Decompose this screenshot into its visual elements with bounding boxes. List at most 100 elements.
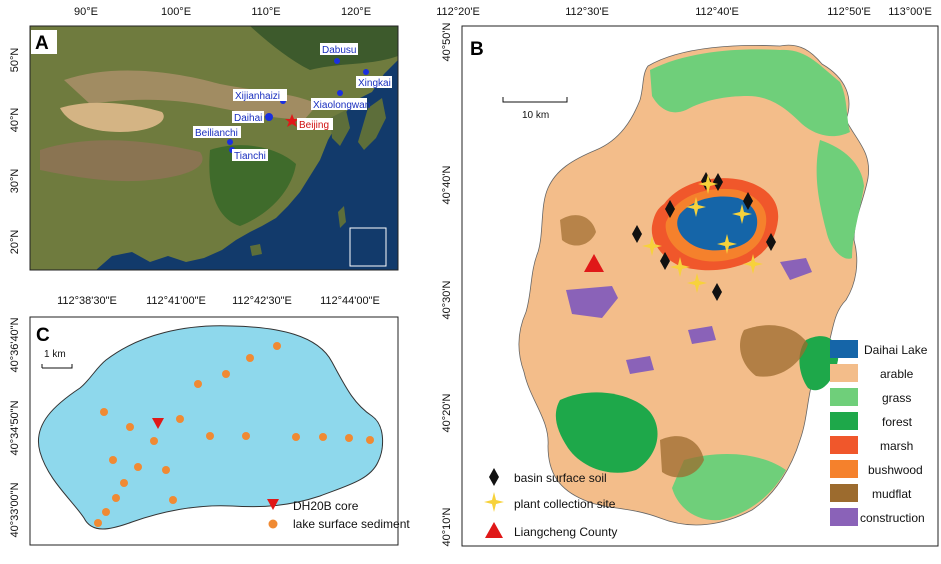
taiwan (338, 206, 346, 228)
lat-tick: 50°N (9, 48, 21, 73)
sediment-point (169, 496, 177, 504)
lon-tick: 120°E (341, 6, 371, 18)
plant-marker (732, 204, 752, 224)
plant-site-markers (642, 174, 763, 293)
place-label: Daihai (234, 113, 262, 124)
place-label-bg (232, 149, 268, 161)
legend-label: arable (880, 367, 914, 381)
basin-construction-3 (688, 326, 716, 344)
legend-swatch (830, 460, 858, 478)
legend-soil-symbol (489, 468, 499, 486)
inset-frame (349, 227, 387, 267)
legend-label: bushwood (868, 463, 923, 477)
lat-tick: 40°36'40"N (9, 317, 21, 372)
tibet-plateau (40, 140, 203, 182)
legend-swatch (830, 436, 858, 454)
soil-marker (766, 233, 776, 251)
basin-soil-markers (632, 172, 776, 301)
sediment-point (112, 494, 120, 502)
sediment-point (150, 437, 158, 445)
plant-marker (687, 273, 707, 293)
sediment-point (345, 434, 353, 442)
basin-construction-2 (780, 258, 812, 280)
sediment-point (273, 342, 281, 350)
legend-label: basin surface soil (514, 471, 607, 485)
legend-liangcheng-symbol (485, 522, 503, 538)
lon-tick: 112°20'E (436, 6, 480, 18)
place-label-bg (297, 118, 333, 130)
lon-tick: 113°00'E (888, 6, 932, 18)
legend-swatch (830, 388, 858, 406)
liangcheng-marker (584, 254, 604, 272)
sediment-point (194, 380, 202, 388)
sediment-point (94, 519, 102, 527)
panel-a-letter: A (35, 33, 49, 54)
lon-tick: 110°E (251, 6, 280, 18)
site-marker (337, 90, 343, 96)
panel-b-landuse-legend: Daihai Lake arable grass forest marsh bu… (830, 340, 928, 526)
scale-label: 1 km (44, 349, 66, 360)
panel-a-frame (29, 25, 399, 271)
legend-label: marsh (880, 439, 913, 453)
lat-tick: 40°30'N (441, 280, 453, 319)
legend-label: Daihai Lake (864, 343, 928, 357)
place-label-bg (311, 98, 367, 110)
sediment-point (102, 508, 110, 516)
place-label-bg (320, 43, 358, 55)
basin-construction-4 (626, 356, 654, 374)
lake-outline (38, 325, 383, 530)
basin-mudflat-1 (740, 325, 808, 377)
lon-tick: 90°E (74, 6, 98, 18)
legend-label: plant collection site (514, 497, 616, 511)
sediment-point (319, 433, 327, 441)
panel-c-lon-ticks: 112°38'30"E 112°41'00"E 112°42'30"E 112°… (57, 295, 380, 307)
legend-swatch (830, 364, 858, 382)
panel-b-lat-ticks: 40°50'N 40°40'N 40°30'N 40°20'N 40°10'N (441, 22, 453, 546)
lon-tick: 112°38'30"E (57, 295, 117, 307)
lat-tick: 30°N (9, 169, 21, 194)
legend-label: lake surface sediment (293, 517, 410, 531)
lon-tick: 112°44'00"E (320, 295, 380, 307)
basin-mudflat-2 (660, 436, 704, 478)
site-marker (363, 69, 369, 75)
panel-c-legend: DH20B core lake surface sediment (267, 499, 410, 531)
basin-construction-1 (566, 286, 618, 318)
place-label: Beijing (299, 120, 329, 131)
place-label: Xiaolongwan (313, 100, 370, 111)
beijing-star (285, 114, 299, 127)
plant-marker (743, 254, 763, 274)
soil-marker (713, 173, 723, 191)
hainan (250, 244, 262, 256)
panel-a-lon-ticks: 90°E 100°E 110°E 120°E (74, 6, 371, 18)
site-marker (265, 113, 273, 121)
legend-label: forest (882, 415, 913, 429)
soil-marker (665, 200, 675, 218)
place-label: Xijianhaizi (235, 91, 280, 102)
plant-marker (670, 257, 690, 277)
sediment-point (366, 436, 374, 444)
lat-tick: 40°33'00"N (9, 482, 21, 537)
panel-c-letter: C (36, 325, 50, 346)
sediment-point (162, 466, 170, 474)
sediment-point (134, 463, 142, 471)
basin-grass-north (650, 49, 850, 137)
mongolia-steppe (64, 70, 318, 120)
legend-label: grass (882, 391, 911, 405)
basin-mudflat-3 (560, 215, 596, 246)
panel-b-letter: B (470, 39, 484, 60)
legend-label: Liangcheng County (514, 525, 617, 539)
lat-tick: 40°N (9, 108, 21, 133)
south-china-green (209, 145, 296, 226)
basin-forest-south (555, 392, 658, 473)
place-label-bg (356, 76, 392, 88)
lat-tick: 40°34'50"N (9, 400, 21, 455)
sediment-point (222, 370, 230, 378)
sediment-point (109, 456, 117, 464)
lake-surface-sediment-points (94, 342, 374, 527)
soil-marker (743, 192, 753, 210)
place-label-bg (233, 89, 287, 101)
place-label: Tianchi (234, 151, 266, 162)
panel-a-lat-ticks: 50°N 40°N 30°N 20°N (9, 48, 21, 255)
sediment-point (242, 432, 250, 440)
